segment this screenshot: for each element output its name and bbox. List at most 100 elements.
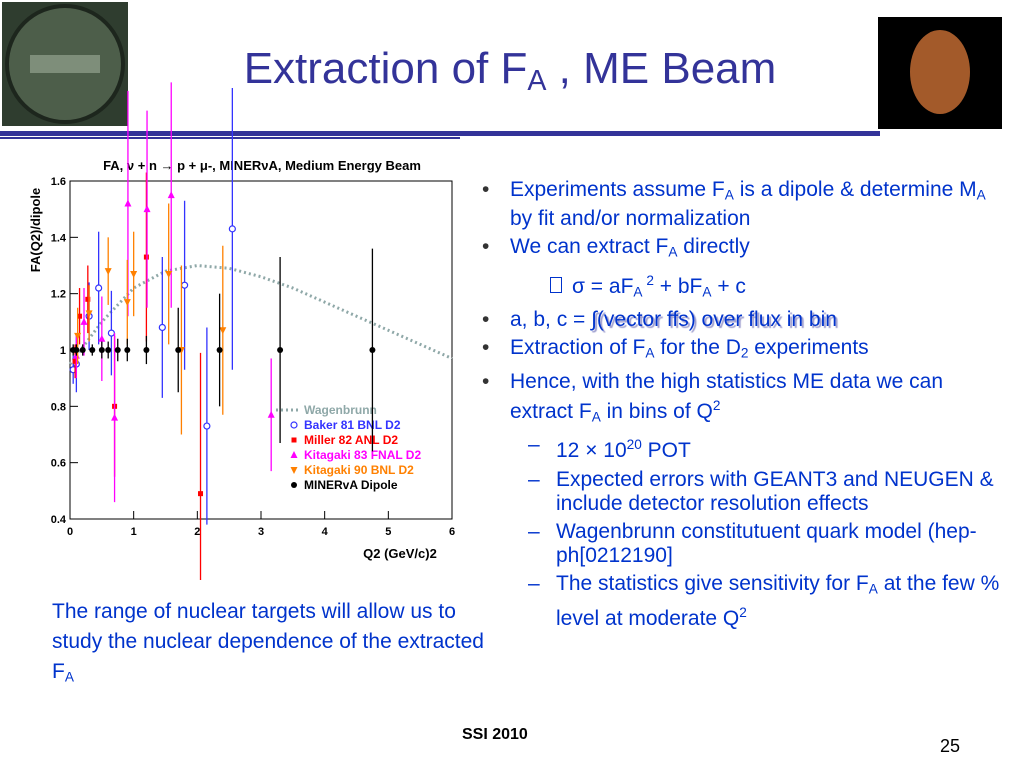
text: in bins of Q [600,400,713,423]
chart: FA, ν + n → p + μ-, MINERνA, Medium Ener… [28,82,455,580]
footer: SSI 2010 [462,726,528,743]
marker [123,299,131,307]
marker [203,422,211,430]
x-tick-label: 6 [449,526,455,538]
marker [216,347,223,353]
text: Extraction of F [510,336,646,360]
x-axis-label: Q2 (GeV/c)2 [363,546,437,561]
marker [105,347,112,353]
marker [98,347,105,353]
legend-swatch [290,421,298,429]
marker [111,413,119,421]
marker [124,199,132,207]
marker [79,347,86,353]
y-tick-label: 0.6 [51,458,66,470]
text: = aF [584,275,634,298]
legend-label: MINERvA Dipole [304,478,398,492]
marker [77,313,83,319]
x-tick-label: 0 [67,526,73,538]
text: Hence, with the high statistics ME data … [510,369,944,423]
x-tick-label: 1 [131,526,137,538]
x-tick-label: 4 [322,526,329,538]
title-rule [0,131,880,136]
text: The range of nuclear targets will allow … [52,600,484,683]
marker [80,317,88,325]
y-tick-label: 0.4 [51,514,67,526]
legend-label: Baker 81 BNL D2 [304,418,401,432]
text: σ [572,275,585,298]
bullet-list: Experiments assume FA is a dipole & dete… [478,178,1008,635]
title-text: Extraction of F [243,44,528,93]
x-tick-label: 5 [385,526,391,538]
bullet: Experiments assume FA is a dipole & dete… [478,178,1008,231]
text-sub: A [591,409,601,425]
legend-swatch [290,467,298,474]
sub-bullet: The statistics give sensitivity for FA a… [478,572,1008,632]
text: at the few % level at moderate Q [556,571,1000,631]
text: by fit and/or normalization [510,207,751,231]
marker [143,347,150,353]
text-sub: A [702,284,712,300]
text-sub: 2 [740,345,749,361]
caption: The range of nuclear targets will allow … [52,597,492,692]
bullet: a, b, c = ∫(vector ffs) over flux in bin [478,308,1008,332]
y-tick-label: 0.8 [51,401,66,413]
marker [267,410,275,418]
sub-bullet: 12 × 1020 POT [478,433,1008,463]
legend-label: Kitagaki 90 BNL D2 [304,463,414,477]
glyph-box [550,277,562,293]
page-number: 25 [940,736,961,756]
model-curve [68,263,453,365]
logo-band [30,55,100,73]
text: for the D [654,336,741,360]
legend-swatch [290,451,298,458]
text-sup: 2 [642,272,654,288]
marker [165,270,173,278]
marker [143,205,151,213]
text-sup: 20 [626,437,642,453]
text-sub: A [724,187,734,203]
text: We can extract F [510,235,669,259]
title-text: , ME Beam [546,44,777,93]
marker [181,281,189,289]
marker [175,347,182,353]
marker [104,268,112,276]
text: 12 × 10 [556,439,627,463]
bullet: Hence, with the high statistics ME data … [478,370,1008,430]
text-sup: 2 [739,605,747,620]
x-tick-label: 2 [194,526,200,538]
marker [124,347,131,353]
y-tick-label: 1.2 [51,289,66,301]
text: a, b, c = [510,308,592,332]
text: POT [641,439,691,463]
marker [98,334,106,342]
text: + bF [653,275,703,298]
legend-label: Miller 82 ANL D2 [304,433,398,447]
marker [369,347,376,353]
chart-title: FA, ν + n → p + μ-, MINERνA, Medium Ener… [103,158,421,173]
text-shadowed: ∫(vector ffs) over flux in bin [591,308,837,332]
logo-face [910,30,970,114]
marker [219,327,227,335]
text-sub: A [668,244,678,260]
legend-label: Kitagaki 83 FNAL D2 [304,448,421,462]
legend-swatch [291,437,297,443]
y-tick-label: 1.4 [51,232,67,244]
y-axis-label: FA(Q2)/dipole [28,188,43,273]
text: Expected errors with GEANT3 and NEUGEN &… [556,467,994,515]
y-tick-label: 1.6 [51,176,66,188]
marker [89,347,96,353]
marker [74,332,82,340]
marker [167,191,175,199]
text-sub: A [976,187,986,203]
x-tick-label: 3 [258,526,264,538]
text-sub: A [645,345,655,361]
marker [198,491,204,497]
y-tick-label: 1 [60,345,66,357]
text: directly [677,235,750,259]
sub-bullet: Wagenbrunn constitutuent quark model (he… [478,520,1008,568]
legend-label: Wagenbrunn [304,403,377,417]
slide-title: Extraction of FA , ME Beam [150,44,870,98]
